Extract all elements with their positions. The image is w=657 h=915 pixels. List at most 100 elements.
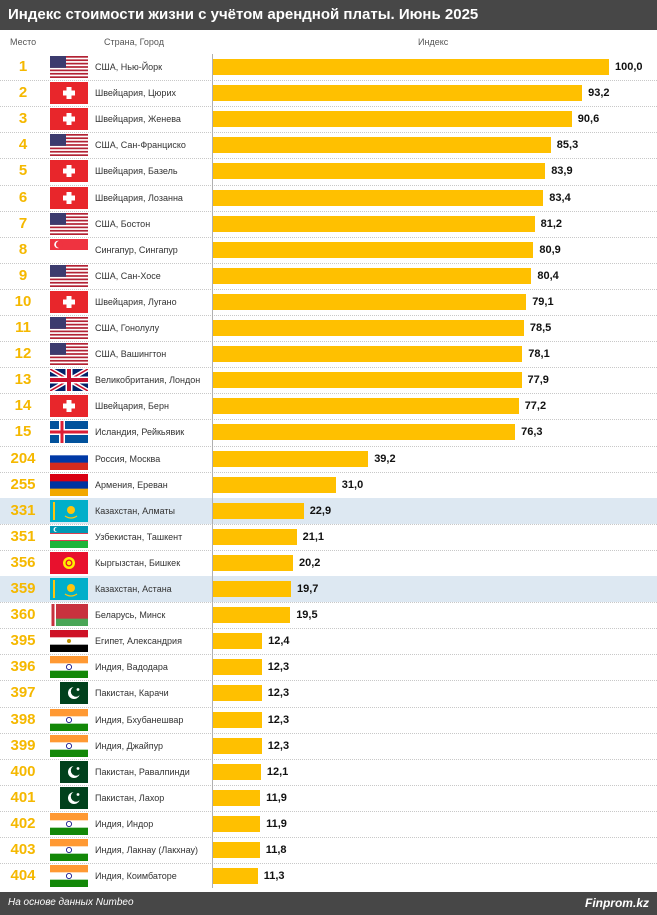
pakistan-flag-icon: [50, 760, 88, 783]
city-label: Казахстан, Алматы: [95, 505, 176, 516]
pakistan-flag-icon: [50, 786, 88, 809]
usa-flag-icon: [50, 56, 88, 78]
bar: [213, 293, 527, 310]
bar: [213, 659, 262, 676]
row-divider: [0, 523, 657, 525]
rank-label: 401: [10, 788, 36, 806]
rank-label: 4: [18, 136, 28, 154]
title-bar: Индекс стоимости жизни с учётом арендной…: [0, 0, 657, 30]
row-divider: [0, 654, 657, 656]
table-row: 331 Казахстан, Алматы 22,9: [0, 497, 657, 524]
table-row: 398 Индия, Бхубанешвар 12,3: [0, 707, 657, 733]
bar: [213, 868, 258, 885]
table-row: 10 Швейцария, Лугано 79,1: [0, 289, 657, 315]
bar: [213, 137, 551, 154]
table-row: 12 США, Вашингтон 78,1: [0, 341, 657, 367]
rank-label: 351: [10, 527, 36, 545]
data-label: 11,3: [263, 870, 285, 883]
usa-flag-icon: [50, 343, 88, 366]
bar: [213, 842, 260, 858]
data-label: 90,6: [577, 113, 600, 126]
switzerland-flag-icon: [50, 108, 88, 131]
data-label: 85,3: [556, 139, 579, 152]
rank-label: 360: [10, 606, 36, 624]
row-divider: [0, 184, 657, 186]
data-label: 80,4: [537, 269, 559, 282]
bar: [213, 189, 544, 206]
bar: [213, 424, 516, 441]
bar: [213, 737, 262, 754]
row-divider: [0, 236, 657, 238]
row-divider: [0, 106, 657, 108]
row-divider: [0, 367, 657, 369]
table-row: 8 Сингапур, Сингапур 80,9: [0, 237, 657, 263]
row-divider: [0, 288, 657, 290]
bar: [213, 633, 263, 650]
city-label: Беларусь, Минск: [95, 610, 166, 621]
switzerland-flag-icon: [50, 82, 88, 105]
bar: [213, 111, 572, 128]
table-row: 255 Армения, Ереван 31,0: [0, 472, 657, 498]
bar: [213, 528, 297, 545]
table-row: 11 США, Гонолулу 78,5: [0, 315, 657, 341]
india-flag-icon: [50, 734, 88, 757]
table-row: 3 Швейцария, Женева 90,6: [0, 106, 657, 132]
data-label: 77,2: [524, 400, 547, 413]
city-label: Кыргызстан, Бишкек: [95, 557, 181, 568]
bar: [213, 450, 369, 467]
table-row: 401 Пакистан, Лахор 11,9: [0, 785, 657, 811]
bar: [213, 685, 262, 702]
india-flag-icon: [50, 812, 88, 835]
bar: [213, 789, 261, 806]
iceland-flag-icon: [50, 421, 88, 444]
rank-label: 7: [18, 214, 28, 232]
rank-label: 402: [10, 814, 36, 832]
rank-label: 331: [10, 501, 36, 519]
table-row: 396 Индия, Вадодара 12,3: [0, 654, 657, 680]
data-label: 81,2: [540, 217, 563, 230]
data-label: 20,2: [299, 556, 321, 569]
row-divider: [0, 158, 657, 160]
row-divider: [0, 132, 657, 134]
brand-logo: Finprom.kz: [584, 896, 649, 910]
data-label: 83,9: [551, 165, 573, 178]
rank-label: 14: [14, 397, 32, 415]
switzerland-flag-icon: [50, 290, 88, 313]
switzerland-flag-icon: [50, 186, 88, 209]
data-label: 31,0: [341, 478, 364, 491]
data-label: 11,9: [266, 791, 287, 804]
row-divider: [0, 784, 657, 786]
city-label: Индия, Коимбаторе: [95, 871, 177, 882]
bar: [213, 163, 546, 180]
kazakhstan-flag-icon: [50, 578, 88, 600]
row-divider: [0, 445, 657, 447]
row-divider: [0, 549, 657, 551]
table-row: 400 Пакистан, Равалпинди 12,1: [0, 759, 657, 785]
table-row: 5 Швейцария, Базель 83,9: [0, 158, 657, 184]
row-divider: [0, 706, 657, 708]
table-row: 351 Узбекистан, Ташкент 21,1: [0, 524, 657, 550]
egypt-flag-icon: [50, 630, 88, 653]
data-label: 79,1: [532, 295, 554, 308]
row-divider: [0, 393, 657, 395]
bar: [213, 476, 336, 493]
rank-label: 11: [15, 319, 31, 336]
rank-label: 9: [18, 266, 28, 284]
kyrgyzstan-flag-icon: [50, 551, 88, 574]
data-label: 93,2: [588, 87, 610, 100]
table-row: 7 США, Бостон 81,2: [0, 211, 657, 237]
table-row: 360 Беларусь, Минск 19,5: [0, 602, 657, 628]
rank-label: 356: [10, 553, 36, 571]
data-label: 78,5: [529, 322, 552, 334]
city-label: Индия, Вадодара: [95, 662, 168, 673]
city-label: Казахстан, Астана: [95, 584, 172, 594]
row-divider: [0, 471, 657, 473]
rank-column-header: Место: [10, 37, 37, 47]
switzerland-flag-icon: [50, 395, 88, 418]
row-divider: [0, 210, 657, 212]
table-row: 404 Индия, Коимбаторе 11,3: [0, 863, 657, 889]
city-label: Пакистан, Равалпинди: [95, 766, 190, 777]
city-label: Великобритания, Лондон: [95, 375, 201, 386]
bar: [213, 607, 291, 624]
city-label: Швейцария, Лугано: [95, 296, 177, 307]
